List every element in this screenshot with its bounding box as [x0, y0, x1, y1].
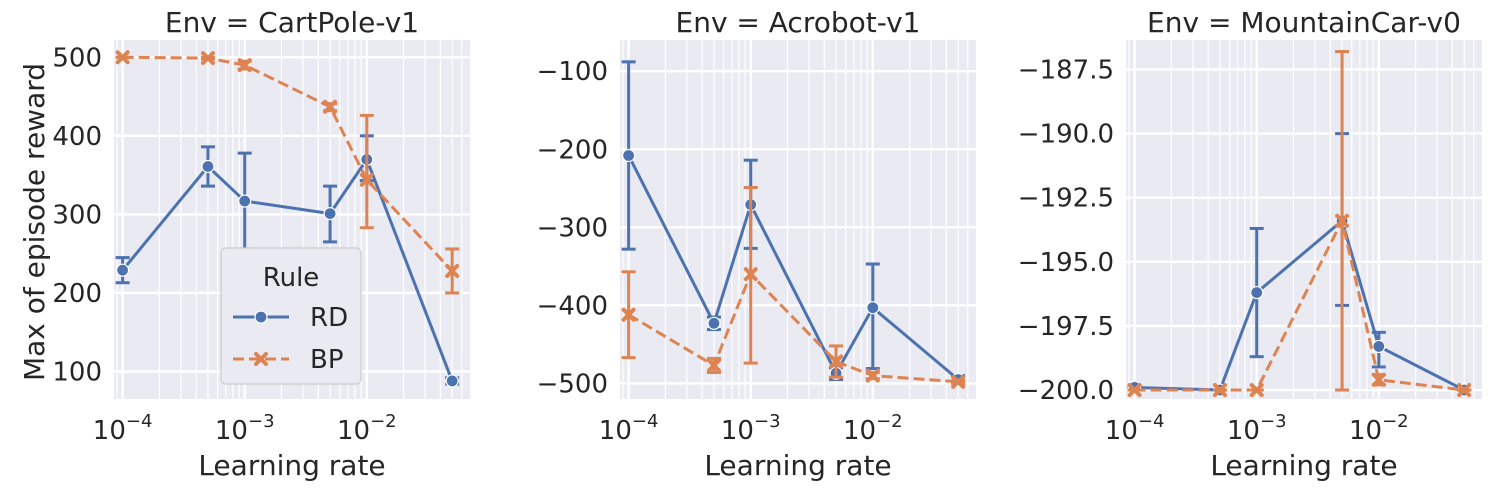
y-tick-label: 200	[52, 279, 102, 309]
series-layer	[1127, 50, 1472, 398]
panel-1: 10−4 10−3 10−2 100 200 300 400 500 Env = CartPol…	[52, 6, 470, 482]
series-bp-point	[1212, 383, 1227, 398]
y-tick-label: −190.0	[1018, 120, 1114, 150]
series-rd-point	[1372, 339, 1386, 354]
series-bp-point	[237, 58, 252, 73]
series-bp-point	[1371, 372, 1386, 387]
panel-title: Env = MountainCar-v0	[1147, 6, 1461, 39]
y-tick-label: 400	[52, 122, 102, 152]
series-bp-point	[706, 358, 721, 373]
series-bp-line	[627, 272, 959, 384]
x-tick-label: 10−4	[1105, 411, 1165, 446]
x-tick-label: 10−4	[93, 411, 153, 446]
series-rd-point	[866, 301, 880, 315]
panel-3: 10−4 10−3 10−2 −200.0 −197.5 −195.0 −192.5 −190…	[1018, 6, 1482, 482]
legend-marker-rd	[254, 310, 268, 324]
y-tick-label: 100	[52, 358, 102, 388]
series-bp-point	[115, 50, 130, 65]
x-tick-label: 10−2	[843, 411, 903, 446]
series-rd-point	[238, 194, 252, 208]
y-tick-label: −300	[537, 213, 608, 243]
series-bp-line	[1134, 219, 1465, 392]
legend-label-bp: BP	[310, 345, 344, 375]
series-layer	[621, 60, 966, 389]
series-bp-point	[621, 307, 636, 322]
series-rd-line	[627, 154, 960, 381]
series-bp-point	[743, 267, 758, 282]
y-tick-label: −187.5	[1018, 55, 1114, 85]
series-rd-point	[323, 207, 337, 221]
series-rd-point	[116, 263, 130, 277]
panel-title: Env = CartPole-v1	[165, 6, 419, 39]
x-tick-label: 10−4	[599, 411, 659, 446]
y-tick-label: 500	[52, 43, 102, 73]
series-bp-point	[445, 263, 460, 278]
y-tick-label: −200.0	[1018, 376, 1114, 406]
series-bp-point	[323, 99, 338, 114]
y-tick-label: −192.5	[1018, 184, 1114, 214]
series-rd-point	[622, 148, 636, 163]
plot-area	[620, 40, 976, 399]
series-rd-point	[201, 159, 215, 174]
legend-label-rd: RD	[310, 303, 348, 333]
plot-area	[1126, 40, 1482, 399]
panel-2: 10−4 10−3 10−2 −500 −400 −300 −200 −100 Env = Ac…	[537, 6, 976, 482]
series-layer	[115, 50, 460, 388]
y-tick-label: −500	[537, 369, 608, 399]
series-bp-point	[951, 374, 966, 389]
x-axis-label: Learning rate	[1210, 449, 1397, 482]
x-tick-label: 10−3	[721, 411, 781, 446]
y-tick-label: 300	[52, 200, 102, 230]
series-bp-point	[829, 354, 844, 369]
series-rd-point	[1250, 285, 1264, 300]
y-tick-label: −100	[537, 57, 608, 87]
series-bp-point	[1457, 383, 1472, 398]
series-bp-line	[122, 55, 454, 272]
y-tick-label: −197.5	[1018, 312, 1114, 342]
panels: 10−4 10−3 10−2 100 200 300 400 500 Env = CartPol…	[52, 6, 1482, 482]
legend-box	[220, 247, 362, 385]
x-tick-label: 10−2	[1349, 411, 1409, 446]
series-rd-point	[707, 316, 721, 330]
y-axis-label: Max of episode reward	[18, 63, 51, 381]
series-bp-point	[865, 368, 880, 383]
y-tick-label: −195.0	[1018, 248, 1114, 278]
x-axis-label: Learning rate	[704, 449, 891, 482]
panel-title: Env = Acrobot-v1	[676, 6, 921, 39]
x-axis-label: Learning rate	[198, 449, 385, 482]
legend-marker-bp	[254, 352, 268, 366]
x-tick-label: 10−2	[337, 411, 397, 446]
series-bp-point	[1127, 383, 1142, 398]
y-tick-label: −400	[537, 291, 608, 321]
legend-title: Rule	[263, 263, 320, 293]
series-bp-point	[200, 51, 215, 66]
series-bp-point	[359, 172, 374, 187]
series-rd-point	[445, 374, 459, 388]
x-tick-label: 10−3	[1227, 411, 1287, 446]
series-bp-point	[1335, 213, 1350, 228]
x-tick-label: 10−3	[215, 411, 275, 446]
y-tick-label: −200	[537, 135, 608, 165]
legend: Rule RD BP	[220, 247, 362, 385]
series-bp-point	[1249, 383, 1264, 398]
